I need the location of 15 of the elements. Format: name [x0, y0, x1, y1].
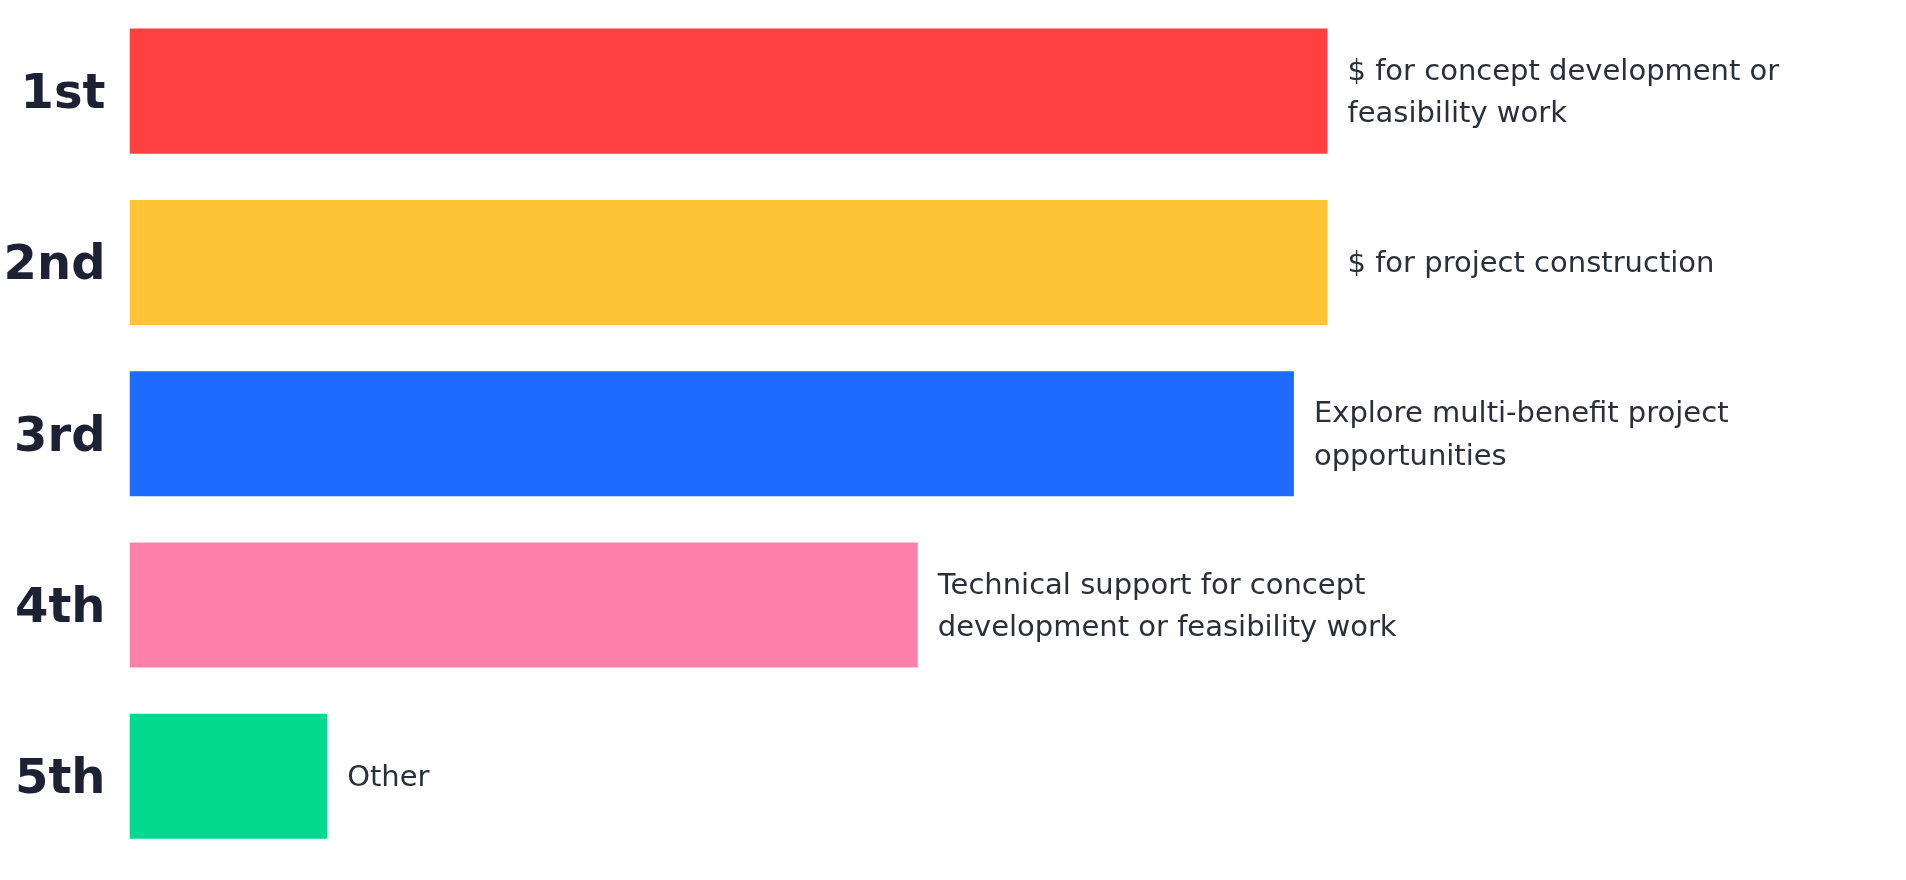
annotation: Other [347, 759, 430, 794]
annotation: $ for concept development or feasibility work [1347, 52, 1780, 130]
bar [129, 713, 328, 839]
y-tick-label: 5th [14, 748, 106, 805]
bar [129, 542, 918, 668]
y-tick-label: 1st [20, 63, 106, 120]
bar [129, 28, 1328, 154]
y-tick-label: 4th [14, 577, 106, 633]
annotation: $ for project construction [1347, 245, 1715, 280]
bar [129, 371, 1294, 497]
annotation: Technical support for concept development or feasibility work [936, 566, 1397, 644]
annotation: Explore multi-benefit project opportunities [1313, 395, 1729, 472]
y-tick-label: 3rd [14, 405, 106, 462]
y-tick-label: 2nd [3, 234, 106, 291]
bar [129, 199, 1328, 325]
